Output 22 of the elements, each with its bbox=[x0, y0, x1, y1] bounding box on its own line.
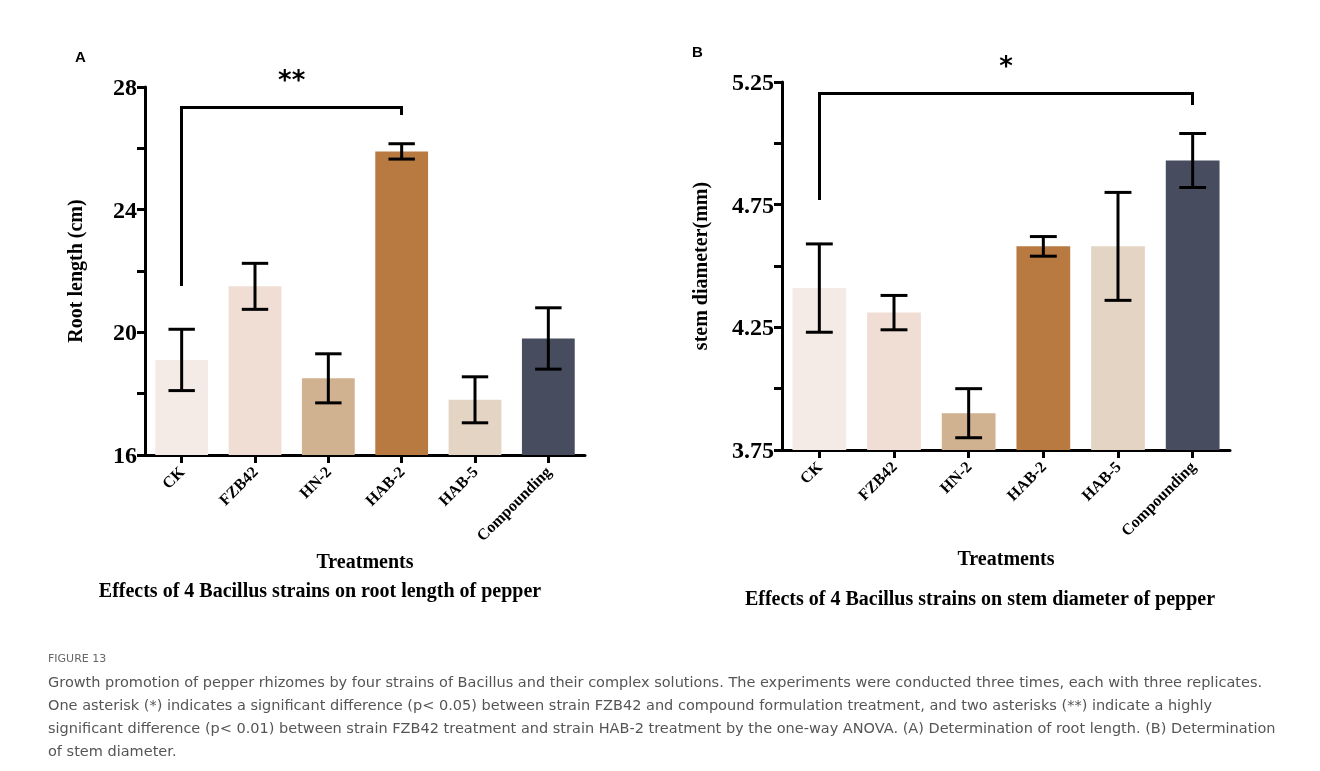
text: * bbox=[999, 51, 1013, 82]
text: A bbox=[75, 48, 86, 65]
y-tick-label: 20 bbox=[113, 319, 137, 346]
annotation: ** bbox=[278, 65, 306, 96]
y-tick-label: 16 bbox=[113, 442, 137, 468]
x-axis-title: Treatments bbox=[316, 549, 414, 572]
text: Effects of 4 Bacillus strains on root length of pepper bbox=[98, 579, 542, 602]
y-tick-label: 5.25 bbox=[732, 69, 774, 95]
y-tick-label: 28 bbox=[113, 74, 137, 100]
x-tick-label: CK bbox=[158, 462, 189, 492]
x-axis-title: Treatments bbox=[957, 547, 1055, 569]
x-tick-label: CK bbox=[796, 457, 826, 487]
text: B bbox=[692, 43, 703, 60]
text: Effects of 4 Bacillus strains on stem diameter of pepper bbox=[744, 587, 1216, 610]
caption: FIGURE 13 bbox=[48, 652, 108, 665]
y-tick-label: 4.75 bbox=[732, 191, 774, 218]
y-tick-label: 4.25 bbox=[732, 314, 774, 341]
y-tick-label: 24 bbox=[113, 196, 137, 223]
text: Growth promotion of pepper rhizomes by four strains of Bacillus and their complex solutions. The experiments were conducted three times, each with three replicates. One asterisk (*) indicates a significant difference (p< 0.05) between strain FZB42 and compound formulation treatment, and two asterisks (**) indicate a highly significant difference (p< 0.01) between strain FZB42 treatment and strain HAB-2 treatment by the one-way ANOVA. (A) Determination of root length. (B) Determination of stem diameter. bbox=[48, 673, 1277, 761]
y-tick-label: 3.75 bbox=[732, 437, 774, 463]
y-axis-title: stem diameter(mm) bbox=[689, 181, 712, 351]
y-axis-title: Root length (cm) bbox=[64, 199, 87, 343]
